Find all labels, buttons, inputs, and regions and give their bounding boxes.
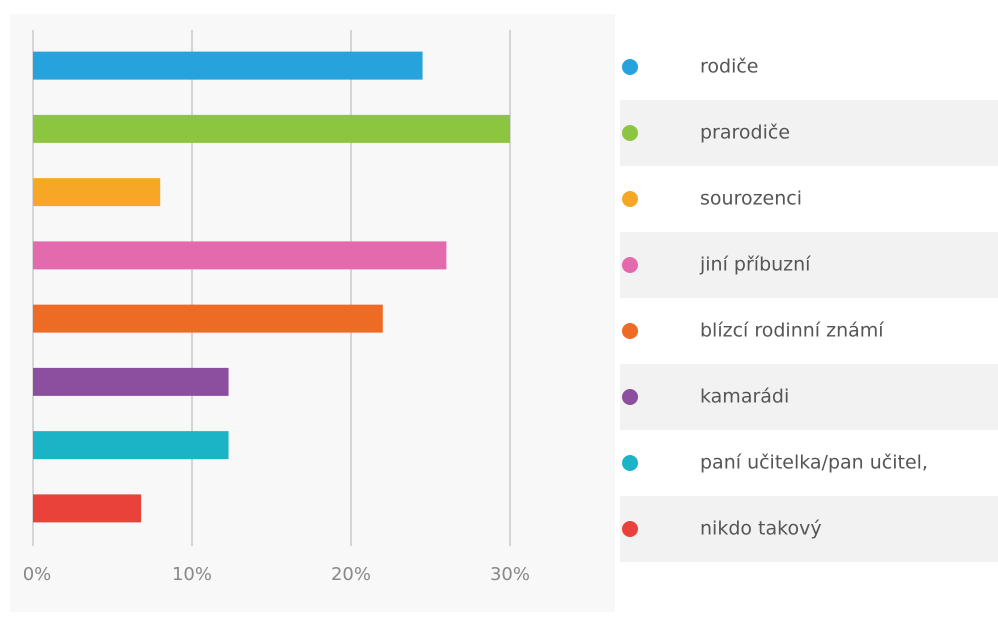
legend-dot	[622, 389, 638, 405]
bar	[33, 178, 161, 207]
bar	[33, 367, 229, 396]
x-tick-label: 30%	[490, 564, 530, 585]
legend-label: nikdo takový	[700, 518, 822, 540]
x-tick-label: 20%	[331, 564, 371, 585]
bar	[33, 494, 142, 523]
bar	[33, 431, 229, 460]
bar	[33, 304, 383, 333]
legend-label: blízcí rodinní známí	[700, 320, 884, 342]
legend-label: sourozenci	[700, 188, 802, 210]
x-tick-label: 10%	[172, 564, 212, 585]
legend-label: jiní příbuzní	[699, 254, 811, 276]
legend-label: rodiče	[700, 56, 759, 78]
legend-label: paní učitelka/pan učitel,	[700, 452, 928, 474]
legend-row	[620, 364, 998, 430]
x-tick-label: 0%	[23, 564, 52, 585]
legend-row	[620, 232, 998, 298]
legend-dot	[622, 323, 638, 339]
legend-row	[620, 496, 998, 562]
bar	[33, 114, 510, 143]
bar	[33, 241, 447, 270]
legend-label: kamarádi	[700, 386, 789, 408]
legend-dot	[622, 521, 638, 537]
legend-dot	[622, 455, 638, 471]
legend-label: prarodiče	[700, 122, 790, 144]
legend-row	[620, 100, 998, 166]
bar	[33, 51, 423, 80]
legend-dot	[622, 125, 638, 141]
legend-dot	[622, 59, 638, 75]
legend-dot	[622, 191, 638, 207]
legend-dot	[622, 257, 638, 273]
